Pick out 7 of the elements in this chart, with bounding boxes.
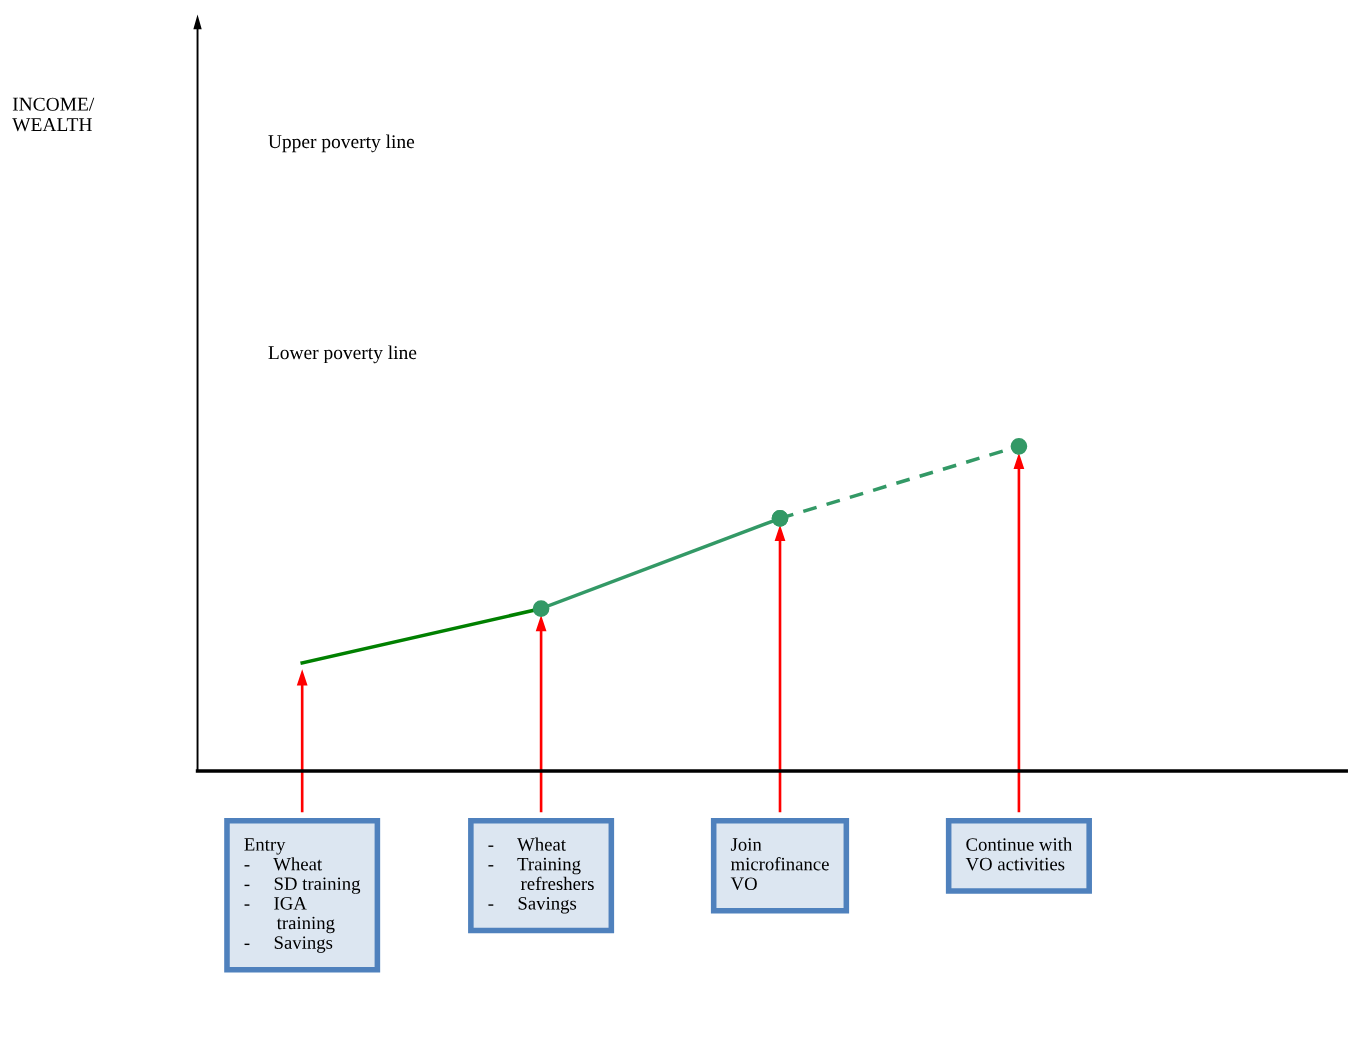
text: Lower poverty line bbox=[268, 345, 417, 364]
x-tick-label: Entry - Wheat - SD training - IGA training - Savings bbox=[244, 838, 361, 953]
x-tick-label: - Wheat - Training refreshers - Savings bbox=[488, 837, 594, 914]
x-tick-label: Join microfinance VO bbox=[730, 838, 829, 891]
text: INCOME/ WEALTH bbox=[12, 97, 95, 132]
text: Upper poverty line bbox=[268, 134, 415, 153]
x-tick-label: Continue with VO activities bbox=[965, 837, 1073, 871]
